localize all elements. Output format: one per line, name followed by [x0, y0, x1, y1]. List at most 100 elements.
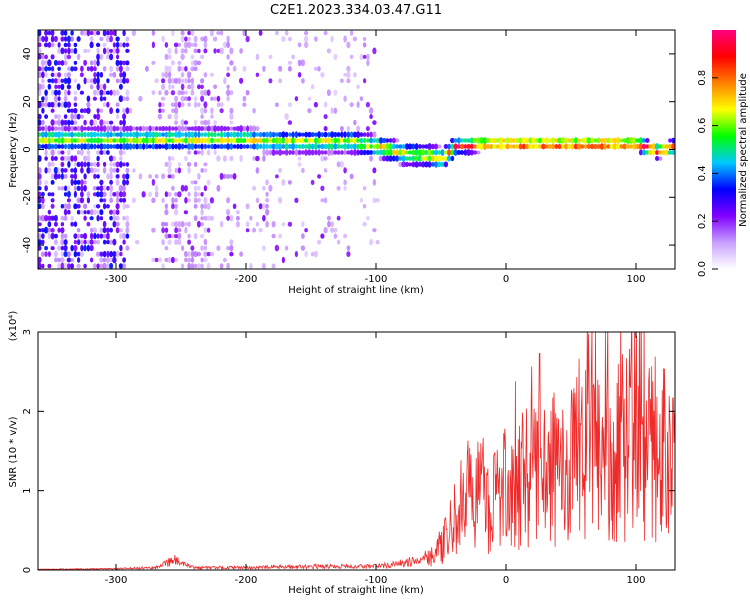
heatmap-cell: [378, 155, 384, 162]
heatmap-cell: [73, 60, 78, 65]
heatmap-cell: [200, 233, 205, 239]
heatmap-cell: [226, 131, 231, 138]
heatmap-cell: [89, 41, 94, 49]
heatmap-cell: [239, 138, 244, 143]
heatmap-cell: [80, 138, 84, 143]
heatmap-cell: [161, 35, 165, 43]
heatmap-cell: [362, 186, 367, 191]
heatmap-cell: [411, 149, 416, 156]
heatmap-cell: [151, 178, 156, 186]
heatmap-cell: [265, 198, 270, 203]
heatmap-cell: [60, 125, 65, 132]
heatmap-cell: [54, 126, 58, 132]
heatmap-cell: [80, 179, 84, 186]
heatmap-cell: [664, 144, 670, 149]
heatmap-cell: [255, 138, 260, 143]
heatmap-cell: [115, 167, 120, 173]
snr-plot-area: [38, 332, 675, 570]
heatmap-cell: [50, 232, 55, 240]
heatmap-cell: [193, 143, 198, 150]
heatmap-cell: [80, 125, 84, 133]
heatmap-cell: [219, 143, 224, 150]
heatmap-cell: [456, 150, 462, 155]
heatmap-cell: [184, 132, 188, 138]
heatmap-cell: [638, 149, 643, 156]
heatmap-cell: [119, 244, 123, 252]
heatmap-cell: [343, 138, 348, 143]
heatmap-cell: [271, 143, 276, 150]
heatmap-cell: [346, 131, 351, 138]
heatmap-cell: [125, 179, 129, 186]
heatmap-cell: [174, 239, 179, 245]
heatmap-cell: [378, 149, 384, 156]
heatmap-cell: [203, 132, 208, 138]
heatmap-cell: [229, 214, 234, 222]
heatmap-cell: [421, 149, 426, 156]
heatmap-cell: [641, 149, 647, 156]
heatmap-cell: [437, 155, 442, 162]
heatmap-cell: [235, 215, 240, 221]
heatmap-cell: [203, 138, 208, 143]
heatmap-cell: [326, 48, 331, 54]
heatmap-cell: [596, 144, 601, 149]
heatmap-cell: [50, 131, 55, 138]
heatmap-cell: [431, 155, 435, 162]
heatmap-cell: [648, 144, 653, 149]
heatmap-cell: [226, 126, 231, 131]
heatmap-cell: [122, 96, 127, 101]
heatmap-cell: [158, 132, 162, 138]
heatmap-cell: [41, 239, 45, 245]
heatmap-cell: [401, 155, 406, 162]
heatmap-cell: [385, 149, 390, 156]
heatmap-cell: [184, 125, 188, 132]
heatmap-cell: [300, 144, 305, 149]
heatmap-cell: [60, 30, 65, 36]
heatmap-cell: [86, 132, 91, 138]
heatmap-cell: [443, 161, 449, 168]
snr-frame: [37, 331, 676, 571]
heatmap-cell: [115, 102, 120, 107]
heatmap-cell: [102, 125, 107, 132]
heatmap-cell: [258, 137, 263, 144]
heatmap-cell: [122, 179, 127, 186]
heatmap-cell: [479, 143, 484, 150]
heatmap-cell: [278, 65, 283, 72]
heatmap-cell: [359, 53, 364, 61]
heatmap-cell: [54, 257, 58, 263]
heatmap-cell: [83, 263, 87, 269]
heatmap-cell: [294, 96, 299, 102]
heatmap-cell: [47, 227, 52, 233]
heatmap-cell: [102, 185, 107, 192]
heatmap-cell: [99, 119, 104, 126]
heatmap-cell: [95, 204, 101, 209]
heatmap-cell: [216, 95, 221, 102]
heatmap-cell: [128, 143, 133, 150]
heatmap-cell: [66, 203, 71, 210]
heatmap-cell: [193, 191, 198, 198]
heatmap-cell: [151, 60, 156, 65]
heatmap-cell: [551, 137, 555, 144]
heatmap-cell: [427, 143, 432, 150]
heatmap-cell: [258, 203, 263, 210]
heatmap-cell: [521, 143, 527, 150]
heatmap-cell: [86, 101, 91, 108]
heatmap-cell: [112, 221, 117, 228]
heatmap-cell: [200, 149, 204, 156]
heatmap-cell: [366, 59, 370, 67]
heatmap-cell: [154, 78, 159, 84]
heatmap-cell: [38, 215, 42, 221]
heatmap-cell: [47, 59, 52, 67]
heatmap-cell: [275, 174, 279, 179]
heatmap-cell: [73, 185, 77, 192]
heatmap-cell: [193, 59, 198, 66]
heatmap-cell: [73, 179, 78, 186]
heatmap-cell: [44, 101, 48, 108]
heatmap-cell: [294, 251, 298, 258]
heatmap-cell: [47, 125, 52, 132]
heatmap-cell: [200, 78, 205, 84]
heatmap-cell: [324, 137, 328, 144]
heatmap-cell: [320, 143, 325, 150]
heatmap-cell: [265, 191, 269, 197]
heatmap-cell: [96, 161, 100, 168]
